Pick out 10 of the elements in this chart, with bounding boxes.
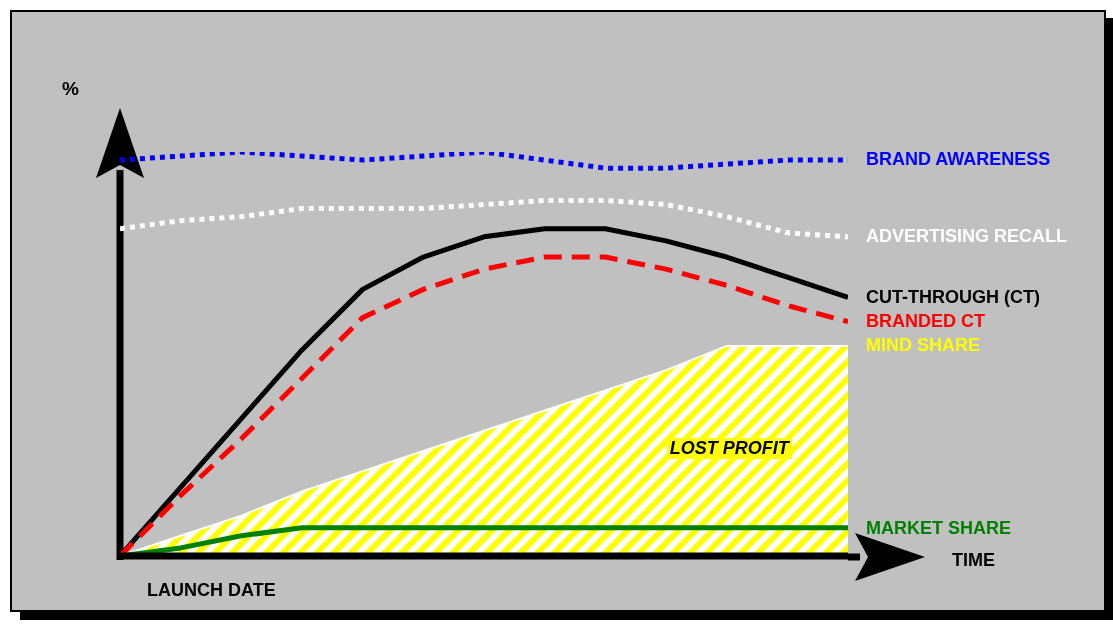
series-label: BRANDED CT	[866, 311, 985, 333]
series-label: MIND SHARE	[866, 335, 981, 357]
text: LAUNCH DATE	[147, 580, 276, 601]
annotation: LOST PROFIT	[666, 438, 792, 459]
series-label: ADVERTISING RECALL	[866, 226, 1068, 248]
series-label: CUT-THROUGH (CT)	[866, 286, 1040, 308]
series-label: MARKET SHARE	[866, 517, 1012, 539]
series-label: BRAND AWARENESS	[866, 149, 1051, 171]
text: TIME	[952, 550, 995, 571]
y-axis-title: %	[62, 78, 79, 100]
